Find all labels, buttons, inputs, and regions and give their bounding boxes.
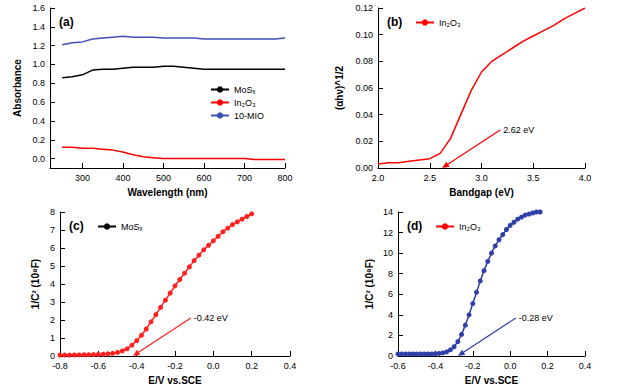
svg-text:(a): (a) [59,15,74,29]
svg-text:0.02: 0.02 [355,136,373,146]
svg-text:4: 4 [388,310,393,320]
svg-text:0.12: 0.12 [355,3,373,13]
svg-text:0.2: 0.2 [32,135,45,145]
svg-text:2.5: 2.5 [423,173,436,183]
svg-text:0.0: 0.0 [32,154,45,164]
svg-text:0.04: 0.04 [355,110,373,120]
svg-text:In₂O₃: In₂O₃ [439,18,461,28]
svg-text:7: 7 [50,225,55,235]
svg-text:-0.6: -0.6 [390,361,406,371]
svg-text:0.8: 0.8 [32,78,45,88]
svg-text:(b): (b) [387,15,402,29]
svg-text:4: 4 [50,279,55,289]
svg-text:0.0: 0.0 [504,361,517,371]
svg-text:-0.8: -0.8 [52,361,68,371]
svg-text:4.0: 4.0 [579,173,592,183]
svg-text:0.0: 0.0 [207,361,220,371]
svg-text:3.5: 3.5 [527,173,540,183]
svg-text:2.0: 2.0 [372,173,385,183]
svg-text:(d): (d) [407,219,422,233]
svg-text:Absorbance: Absorbance [12,59,23,117]
svg-text:12: 12 [383,228,393,238]
svg-text:1.0: 1.0 [32,59,45,69]
svg-text:In₂O₃: In₂O₃ [234,98,256,108]
svg-text:Wavelength (nm): Wavelength (nm) [127,187,207,198]
svg-text:0.2: 0.2 [245,361,258,371]
svg-text:10: 10 [383,248,393,258]
svg-text:1.4: 1.4 [32,22,45,32]
svg-text:2.62 eV: 2.62 eV [503,125,534,135]
svg-text:-0.42 eV: -0.42 eV [194,313,228,323]
svg-text:0.2: 0.2 [541,361,554,371]
svg-text:1.6: 1.6 [32,3,45,13]
svg-text:-0.6: -0.6 [91,361,107,371]
svg-text:14: 14 [383,207,393,217]
svg-text:In₂O₃: In₂O₃ [459,222,481,232]
svg-text:1/C² (10⁸F): 1/C² (10⁸F) [30,259,41,309]
svg-text:E/V vs.SCE: E/V vs.SCE [465,375,519,386]
svg-text:500: 500 [156,173,171,183]
svg-text:300: 300 [75,173,90,183]
svg-text:2: 2 [388,330,393,340]
svg-text:1/C² (10⁸F): 1/C² (10⁸F) [364,259,375,309]
svg-text:MoSₓ: MoSₓ [121,222,143,232]
svg-text:0.06: 0.06 [355,83,373,93]
svg-text:(c): (c) [69,219,84,233]
svg-text:0.6: 0.6 [32,97,45,107]
svg-text:8: 8 [388,269,393,279]
svg-text:10-MIO: 10-MIO [234,111,264,121]
svg-text:1.2: 1.2 [32,41,45,51]
svg-text:700: 700 [237,173,252,183]
svg-text:-0.2: -0.2 [465,361,481,371]
svg-text:0: 0 [388,351,393,361]
svg-text:3.0: 3.0 [475,173,488,183]
svg-text:E/V vs.SCE: E/V vs.SCE [148,375,202,386]
svg-text:5: 5 [50,261,55,271]
svg-text:0.10: 0.10 [355,30,373,40]
svg-text:0.4: 0.4 [284,361,297,371]
svg-text:MoSₓ: MoSₓ [234,85,256,95]
svg-text:(αhν)^1/2: (αhν)^1/2 [334,65,345,110]
svg-text:6: 6 [388,289,393,299]
svg-text:3: 3 [50,297,55,307]
svg-text:Bandgap (eV): Bandgap (eV) [449,187,513,198]
svg-text:0.4: 0.4 [32,116,45,126]
svg-text:0.00: 0.00 [355,163,373,173]
svg-text:1: 1 [50,333,55,343]
svg-text:2: 2 [50,315,55,325]
svg-text:0.08: 0.08 [355,56,373,66]
svg-text:0.4: 0.4 [579,361,592,371]
svg-text:8: 8 [50,207,55,217]
svg-text:400: 400 [115,173,130,183]
svg-text:6: 6 [50,243,55,253]
svg-text:-0.4: -0.4 [428,361,444,371]
svg-text:800: 800 [277,173,292,183]
svg-text:-0.2: -0.2 [167,361,183,371]
svg-text:0: 0 [50,351,55,361]
svg-text:600: 600 [196,173,211,183]
svg-text:-0.28 eV: -0.28 eV [519,313,553,323]
svg-text:-0.4: -0.4 [129,361,145,371]
